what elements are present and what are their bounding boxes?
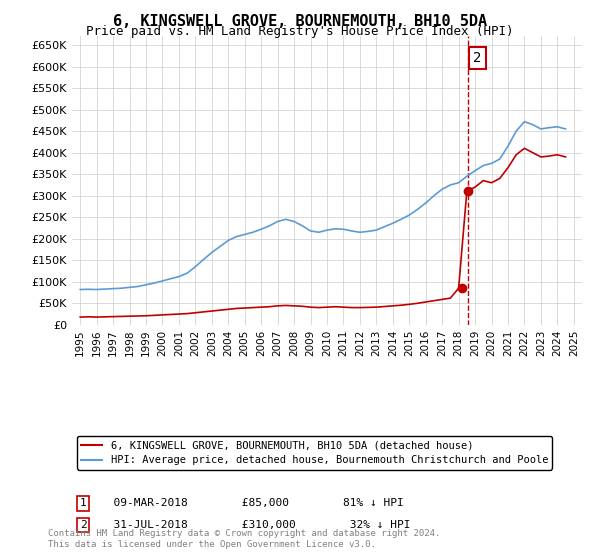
- Text: 2: 2: [473, 51, 481, 65]
- Text: 1: 1: [80, 498, 86, 508]
- Text: 31-JUL-2018        £310,000        32% ↓ HPI: 31-JUL-2018 £310,000 32% ↓ HPI: [100, 520, 410, 530]
- Text: 2: 2: [80, 520, 86, 530]
- Text: 6, KINGSWELL GROVE, BOURNEMOUTH, BH10 5DA: 6, KINGSWELL GROVE, BOURNEMOUTH, BH10 5D…: [113, 14, 487, 29]
- Text: 09-MAR-2018        £85,000        81% ↓ HPI: 09-MAR-2018 £85,000 81% ↓ HPI: [100, 498, 404, 508]
- Text: Contains HM Land Registry data © Crown copyright and database right 2024.
This d: Contains HM Land Registry data © Crown c…: [48, 529, 440, 549]
- Text: Price paid vs. HM Land Registry's House Price Index (HPI): Price paid vs. HM Land Registry's House …: [86, 25, 514, 38]
- Legend: 6, KINGSWELL GROVE, BOURNEMOUTH, BH10 5DA (detached house), HPI: Average price, : 6, KINGSWELL GROVE, BOURNEMOUTH, BH10 5D…: [77, 436, 552, 469]
